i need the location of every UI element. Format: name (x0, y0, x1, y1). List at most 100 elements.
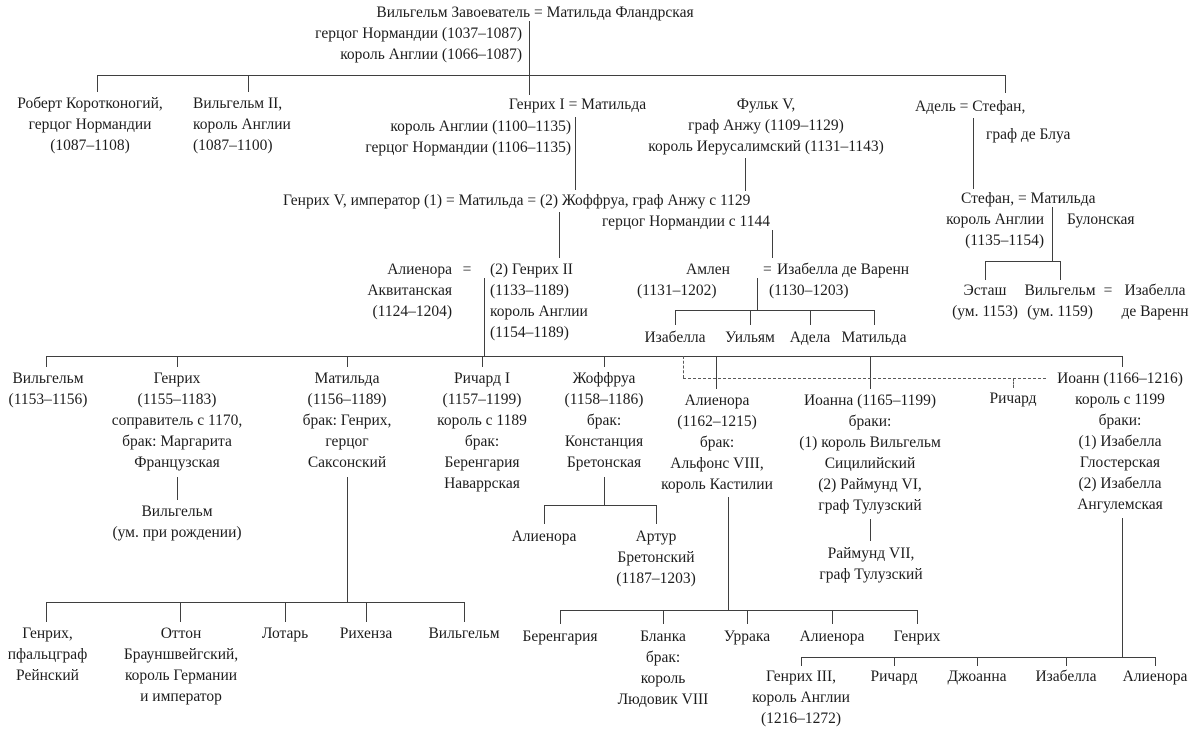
connector-drop-richard-john-child (894, 657, 895, 666)
equals-sign-blois: = (1103, 282, 1113, 299)
person-matilda-saxony: Матильда (1156–1189) брак: Генрих, герцо… (302, 370, 392, 471)
connector-drop-hamelin-child-2 (750, 310, 751, 325)
connector-drop-hamelin-child-4 (874, 310, 875, 325)
connector-stephen-down (1052, 207, 1053, 261)
connector-drop-william-son (46, 356, 47, 367)
connector-fulk-down (745, 158, 746, 191)
isabella-warenne-dates: (1130–1203) (769, 282, 849, 299)
connector-drop-lothar (285, 602, 286, 622)
person-richard-john-child: Ричард (870, 668, 918, 685)
connector-drop-henry-palatine (46, 602, 47, 622)
connector-drop-hamelin-child-3 (810, 310, 811, 325)
person-urraca: Уррака (723, 628, 771, 645)
person-richenza: Рихенза (339, 625, 393, 642)
connector-castile-children-bus (560, 610, 917, 611)
person-richard-i: Ричард I (1157–1199) король с 1189 брак:… (437, 370, 527, 492)
person-henry-castile: Генрих (893, 628, 941, 645)
henry-i-titles: король Англии (1100–1135) герцог Норманд… (365, 118, 571, 156)
person-blanca-castile: Бланка брак: король Людовик VIII (617, 628, 709, 708)
connector-drop-richenza (366, 602, 367, 622)
person-robert-curthose: Роберт Коротконогий, герцог Нормандии (1… (17, 95, 163, 154)
person-isabella-hamelin-child: Изабелла (644, 329, 706, 346)
person-joanna-john-child: Джоанна (947, 668, 1007, 685)
person-william-saxony: Вильгельм (428, 625, 500, 642)
connector-drop-joanna (977, 657, 978, 666)
equals-sign-henry2: = (462, 261, 472, 278)
person-isabella-john-child: Изабелла (1035, 668, 1097, 685)
person-henry-palatine: Генрих, пфальцграф Рейнский (7, 625, 88, 684)
connector-drop-matilda-saxony (347, 356, 348, 367)
connector-matilda-empress-down (559, 212, 560, 258)
connector-dashed-richard-up (683, 356, 684, 378)
connector-henry1-down (575, 117, 576, 190)
connector-drop-william2 (248, 75, 249, 92)
connector-drop-joan (870, 356, 871, 389)
person-isabella-warenne: Изабелла де Варенн (777, 261, 910, 278)
connector-drop-henry-castile (917, 610, 918, 624)
person-william-blois: Вильгельм (ум. 1159) (1024, 282, 1096, 320)
stephen-blois-title: граф де Блуа (986, 126, 1071, 143)
person-arthur-brittany: Артур Бретонский (1187–1203) (616, 528, 696, 587)
connector-drop-hamelin-child-1 (675, 310, 676, 325)
person-isabella-warenne-2: Изабелла де Варенн (1121, 282, 1189, 320)
connector-matilda-saxony-down (347, 477, 348, 602)
connector-drop-adela (1005, 75, 1006, 93)
connector-drop-berengaria-castile (560, 610, 561, 624)
person-joan: Иоанна (1165–1199) браки: (1) король Вил… (799, 392, 941, 514)
stephen-king-titles: король Англии (1135–1154) (946, 211, 1044, 249)
connector-brittany-children-bus (544, 505, 656, 506)
connector-eleanor-castile-down (728, 497, 729, 610)
person-raymond-vii: Раймунд VII, граф Тулузский (819, 545, 923, 583)
person-william-stillborn: Вильгельм (ум. при рождении) (112, 503, 242, 541)
connector-drop-robert (97, 75, 98, 92)
person-william-ii: Вильгельм II, король Англии (1087–1100) (193, 95, 291, 154)
person-eleanor-castile: Алиенора (1162–1215) брак: Альфонс VIII,… (661, 392, 773, 493)
connector-gen2-bus (97, 75, 1005, 76)
connector-geoffrey-down (772, 230, 773, 258)
matilda-boulogne-label: Булонская (1067, 211, 1135, 228)
connector-drop-urraca (747, 610, 748, 624)
connector-drop-john (1122, 356, 1123, 367)
person-lothar: Лотарь (261, 625, 309, 642)
connector-drop-eleanor-castile (716, 356, 717, 389)
hamelin-dates: (1131–1202) (637, 282, 717, 299)
person-adela-hamelin-child: Адела (789, 329, 831, 346)
couple-henry-v-matilda-geoffrey: Генрих V, император (1) = Матильда = (2)… (283, 192, 751, 209)
william-conqueror-titles: герцог Нормандии (1037–1087) король Англ… (315, 25, 522, 63)
person-john-lackland: Иоанн (1166–1216) король с 1199 браки: (… (1057, 370, 1183, 513)
connector-stephen-children-bus (985, 261, 1060, 262)
connector-drop-eleanor-brittany (544, 505, 545, 524)
connector-wc-down (529, 21, 530, 95)
person-henry-iii: Генрих III, король Англии (1216–1272) (752, 668, 850, 727)
connector-henry-young-child-down (177, 477, 178, 500)
connector-dashed-richard-drop (1013, 378, 1014, 388)
person-eustace: Эсташ (ум. 1153) (952, 282, 1018, 320)
connector-dashed-richard-line (683, 378, 1046, 379)
person-richard-dashed-note: Ричард (989, 390, 1037, 407)
person-william-son: Вильгельм (1153–1156) (8, 370, 88, 408)
connector-drop-eustace (985, 261, 986, 280)
person-geoffrey-brittany: Жоффруа (1158–1186) брак: Констанция Бре… (564, 370, 644, 471)
geoffrey-anjou-title: герцог Нормандии с 1144 (602, 213, 770, 230)
connector-drop-eleanor-john-child (1155, 657, 1156, 666)
connector-john-down (1122, 518, 1123, 657)
person-fulk-v: Фульк V, граф Анжу (1109–1129) король Ие… (648, 96, 884, 155)
connector-henry2-marriage-down (484, 278, 485, 356)
connector-adela-down (973, 118, 974, 189)
person-henry-young-king: Генрих (1155–1183) соправитель с 1170, б… (111, 370, 243, 471)
couple-william-conqueror-matilda-flanders: Вильгельм Завоеватель = Матильда Фландрс… (376, 4, 694, 21)
connector-drop-richard1 (482, 356, 483, 367)
person-berengaria-castile: Беренгария (522, 628, 598, 645)
person-hamelin: Амлен (686, 261, 730, 278)
person-eleanor-castile-child: Алиенора (799, 628, 865, 645)
connector-drop-otto (180, 602, 181, 622)
couple-henry-i-matilda: Генрих I = Матильда (508, 96, 647, 113)
person-eleanor-aquitaine: Алиенора Аквитанская (1124–1204) (367, 261, 452, 320)
connector-geoffrey-brittany-down (604, 477, 605, 505)
connector-drop-geoffrey-brittany (604, 356, 605, 367)
connector-main-bus (46, 356, 1122, 357)
connector-drop-isabella-john-child (1066, 657, 1067, 666)
couple-adela-stephen-blois: Адель = Стефан, (915, 98, 1026, 115)
person-william-hamelin-child: Уильям (725, 329, 775, 346)
